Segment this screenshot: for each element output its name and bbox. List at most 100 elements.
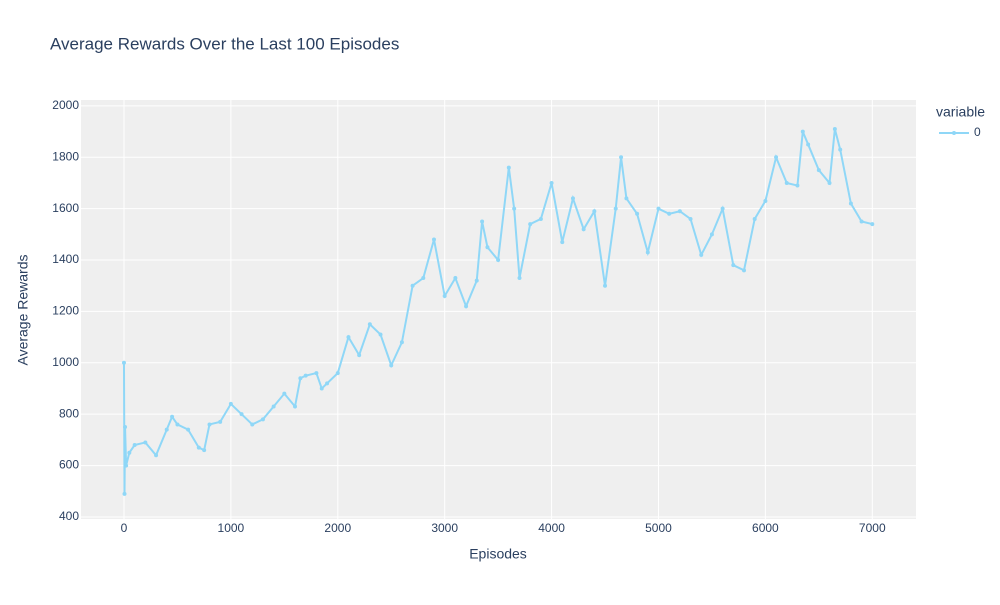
- point: [741, 268, 746, 273]
- y-tick-label: 1800: [52, 149, 79, 163]
- point: [699, 252, 704, 257]
- point: [431, 237, 436, 242]
- point: [677, 209, 682, 214]
- point: [271, 404, 276, 409]
- x-tick-label: 5000: [645, 521, 672, 535]
- x-tick-label: 4000: [538, 521, 565, 535]
- point: [720, 206, 725, 211]
- point: [196, 445, 201, 450]
- point: [132, 443, 137, 448]
- point: [512, 206, 517, 211]
- point: [581, 227, 586, 232]
- point: [603, 283, 608, 288]
- y-tick-label: 800: [59, 406, 79, 420]
- point: [752, 216, 757, 221]
- point: [688, 216, 693, 221]
- point: [335, 371, 340, 376]
- point: [175, 422, 180, 427]
- point: [795, 183, 800, 188]
- legend-marker: [952, 131, 956, 135]
- point: [480, 219, 485, 224]
- point: [827, 180, 832, 185]
- point: [464, 304, 469, 309]
- point: [143, 440, 148, 445]
- y-tick-label: 2000: [52, 98, 79, 112]
- x-tick-label: 1000: [218, 521, 245, 535]
- point: [870, 222, 875, 227]
- point: [763, 198, 768, 203]
- point: [170, 414, 175, 419]
- point: [239, 412, 244, 417]
- point: [314, 371, 319, 376]
- point: [123, 425, 128, 430]
- x-tick-label: 2000: [324, 521, 351, 535]
- point: [186, 427, 191, 432]
- point: [774, 155, 779, 160]
- point: [838, 147, 843, 152]
- x-tick-label: 3000: [431, 521, 458, 535]
- point: [570, 196, 575, 201]
- point: [538, 216, 543, 221]
- point: [485, 245, 490, 250]
- plot-area: [81, 100, 916, 519]
- point: [202, 448, 207, 453]
- point: [127, 450, 132, 455]
- x-tick-label: 6000: [752, 521, 779, 535]
- y-tick-label: 1200: [52, 304, 79, 318]
- point: [806, 142, 811, 147]
- point: [624, 196, 629, 201]
- point: [619, 155, 624, 160]
- point: [816, 168, 821, 173]
- point: [250, 422, 255, 427]
- point: [410, 283, 415, 288]
- point: [656, 206, 661, 211]
- point: [293, 404, 298, 409]
- point: [298, 376, 303, 381]
- point: [592, 209, 597, 214]
- point: [207, 422, 212, 427]
- point: [506, 165, 511, 170]
- point: [164, 427, 169, 432]
- point: [645, 250, 650, 255]
- chart-title: Average Rewards Over the Last 100 Episod…: [50, 34, 399, 53]
- point: [832, 127, 837, 132]
- point: [399, 340, 404, 345]
- x-tick-label: 0: [121, 521, 128, 535]
- point: [121, 360, 126, 365]
- point: [378, 332, 383, 337]
- point: [453, 276, 458, 281]
- point: [709, 232, 714, 237]
- line-series: [122, 128, 873, 494]
- y-tick-label: 1600: [52, 201, 79, 215]
- point: [124, 463, 129, 468]
- point: [218, 419, 223, 424]
- y-tick-label: 1000: [52, 355, 79, 369]
- point: [848, 201, 853, 206]
- point: [560, 240, 565, 245]
- point: [357, 353, 362, 358]
- point: [549, 180, 554, 185]
- point: [389, 363, 394, 368]
- point: [346, 335, 351, 340]
- y-axis-label: Average Rewards: [15, 254, 31, 365]
- point: [667, 211, 672, 216]
- point: [154, 453, 159, 458]
- point: [496, 258, 501, 263]
- x-tick-label: 7000: [859, 521, 886, 535]
- legend-label: 0: [974, 125, 981, 139]
- point: [613, 206, 618, 211]
- point: [421, 276, 426, 281]
- point: [367, 322, 372, 327]
- point: [635, 211, 640, 216]
- point: [260, 417, 265, 422]
- point: [517, 276, 522, 281]
- point: [228, 401, 233, 406]
- y-tick-label: 600: [59, 458, 79, 472]
- point: [784, 180, 789, 185]
- point: [859, 219, 864, 224]
- point: [800, 129, 805, 134]
- x-axis-label: Episodes: [469, 546, 527, 562]
- point: [442, 294, 447, 299]
- point: [528, 222, 533, 227]
